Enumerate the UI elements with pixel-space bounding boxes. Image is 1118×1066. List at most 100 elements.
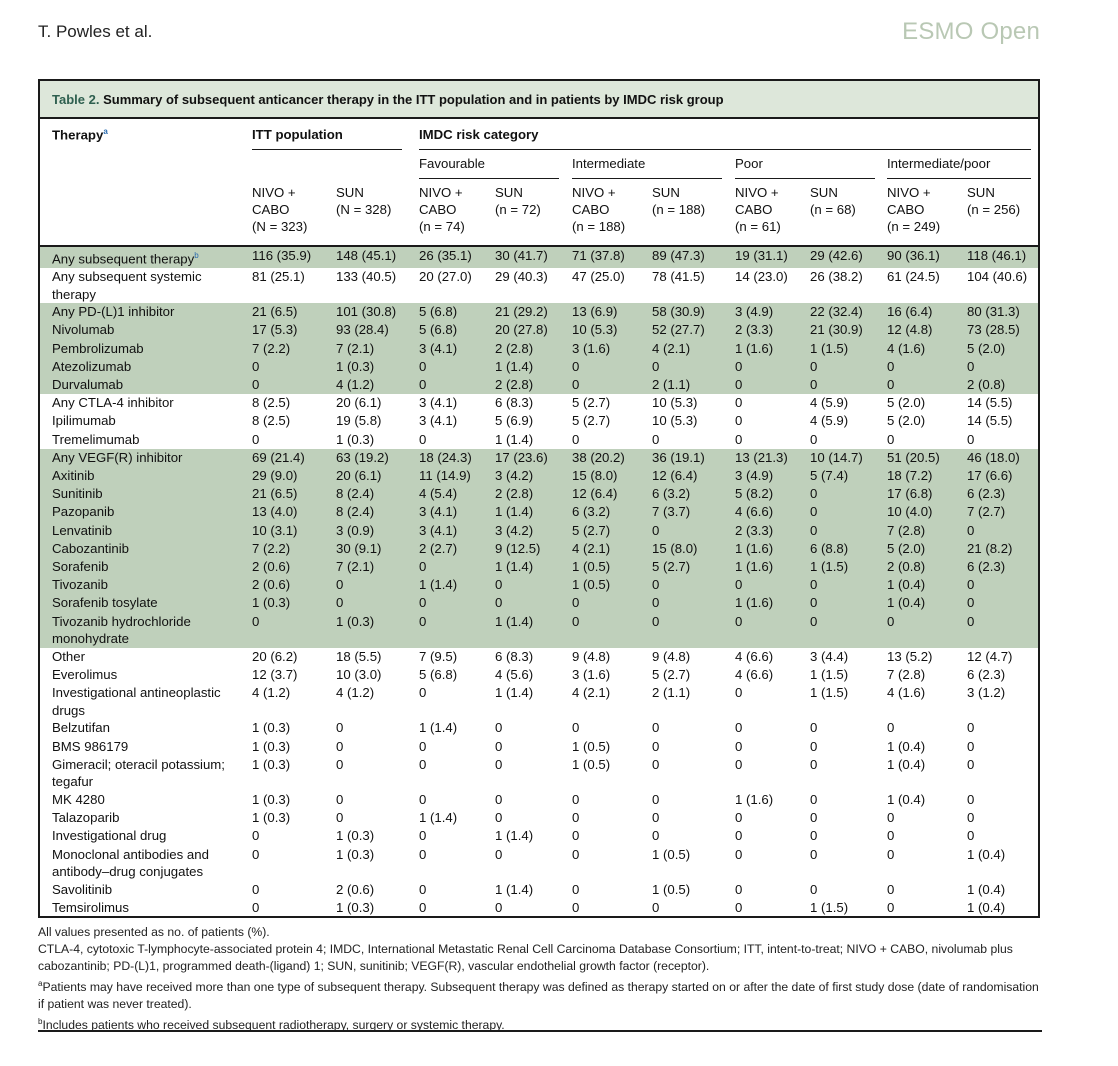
cell-value: 30 (41.7) (495, 247, 572, 268)
cell-value: 36 (19.1) (652, 448, 735, 467)
col-itt-sun: SUN (N = 328) (336, 185, 392, 217)
cell-value: 17 (5.3) (252, 321, 336, 340)
cell-value: 1 (0.5) (652, 846, 691, 862)
cell-value: 3 (1.6) (572, 667, 611, 683)
row-label: Sorafenib (40, 558, 252, 577)
cell-value: 10 (5.3) (652, 413, 698, 429)
cell-value: 8 (2.4) (336, 503, 419, 522)
cell-value: 5 (8.2) (735, 485, 810, 504)
cell-value: 29 (9.0) (252, 467, 336, 486)
cell-value: 0 (652, 756, 660, 772)
col-fav-nivo-cabo: NIVO + CABO (n = 74) (419, 185, 465, 234)
row-label: Any subsequent therapyb (40, 247, 252, 268)
cell-value: 0 (967, 576, 1038, 595)
row-label: Investigational antineoplastic drugs (52, 685, 221, 718)
cell-value: 6 (2.3) (967, 485, 1038, 504)
cell-value: 10 (14.7) (810, 448, 887, 467)
cell-value: 0 (810, 612, 887, 648)
cell-value: 0 (419, 881, 427, 897)
footnote-ref-a[interactable]: a (103, 127, 108, 136)
cell-value: 0 (495, 756, 503, 772)
subgroup-intermediate-poor: Intermediate/poor (887, 156, 991, 171)
cell-value: 6 (8.8) (810, 539, 887, 559)
footnote-ref-b[interactable]: b (194, 251, 199, 260)
cell-value: 0 (652, 612, 735, 648)
cell-value: 0 (967, 810, 975, 826)
cell-value: 1 (1.4) (495, 828, 534, 844)
cell-value: 17 (23.6) (495, 448, 572, 467)
cell-value: 2 (2.8) (495, 339, 572, 358)
cell-value: 0 (419, 594, 495, 613)
cell-value: 0 (572, 612, 652, 648)
cell-value: 4 (6.6) (735, 648, 774, 664)
table-row: Cabozantinib 7 (2.2) 30 (9.1) 2 (2.7) 9 (12.… (40, 539, 1038, 559)
cell-value: 0 (495, 576, 572, 595)
row-label: Durvalumab (40, 375, 252, 395)
cell-value: 1 (1.4) (419, 810, 458, 826)
cell-value: 8 (2.5) (252, 413, 291, 429)
cell-value: 18 (7.2) (887, 467, 967, 486)
row-label: BMS 986179 (52, 738, 129, 754)
cell-value: 0 (967, 521, 1038, 540)
row-label: Pembrolizumab (40, 339, 252, 358)
intermediate-poor-rule (887, 178, 1031, 179)
cell-value: 0 (652, 828, 660, 844)
cell-value: 0 (967, 594, 1038, 613)
table-row: Tivozanib 2 (0.6) 0 1 (1.4) 0 1 (0.5) 0 0 0 1 (0.… (40, 576, 1038, 595)
cell-value: 58 (30.9) (652, 303, 735, 322)
cell-value: 4 (2.1) (572, 685, 611, 701)
col-int-nivo-cabo: NIVO + CABO (n = 188) (572, 185, 626, 234)
cell-value: 1 (0.4) (967, 846, 1006, 862)
cell-value: 1 (1.4) (419, 720, 458, 736)
cell-value: 0 (887, 375, 967, 395)
cell-value: 0 (419, 357, 495, 376)
cell-value: 0 (336, 756, 344, 772)
cell-value: 0 (810, 521, 887, 540)
cell-value: 0 (810, 485, 887, 504)
table-row: MK 4280 1 (0.3) 0 0 0 0 0 1 (1.6) 0 1 (0.4) 0 (40, 791, 1038, 809)
cell-value: 0 (652, 792, 660, 807)
cell-value: 21 (6.5) (252, 303, 336, 322)
cell-value: 13 (6.9) (572, 303, 652, 322)
cell-value: 5 (2.7) (572, 521, 652, 540)
data-table: Any subsequent therapyb 116 (35.9) 148 (45… (40, 247, 1038, 916)
cell-value: 1 (0.3) (252, 594, 336, 613)
subgroup-poor: Poor (735, 156, 763, 171)
cell-value: 8 (2.4) (336, 485, 419, 504)
cell-value: 0 (572, 594, 652, 613)
cell-value: 6 (2.3) (967, 667, 1006, 683)
cell-value: 10 (5.3) (572, 321, 652, 340)
cell-value: 14 (5.5) (967, 395, 1013, 411)
cell-value: 20 (6.1) (336, 467, 419, 486)
cell-value: 14 (23.0) (735, 268, 788, 284)
header-bottom-rule (40, 245, 1038, 247)
cell-value: 0 (810, 846, 818, 862)
cell-value: 1 (1.4) (495, 685, 534, 701)
cell-value: 0 (419, 846, 427, 862)
cell-value: 0 (887, 846, 895, 862)
cell-value: 0 (735, 720, 743, 736)
cell-value: 6 (8.3) (495, 395, 534, 411)
cell-value: 6 (2.3) (967, 558, 1038, 577)
row-label: Atezolizumab (40, 357, 252, 376)
cell-value: 0 (810, 756, 818, 772)
cell-value: 0 (572, 846, 580, 862)
col-poor-sun: SUN (n = 68) (810, 185, 856, 217)
cell-value: 0 (652, 431, 660, 447)
row-label: MK 4280 (52, 792, 105, 807)
cell-value: 0 (735, 612, 810, 648)
cell-value: 3 (4.1) (419, 521, 495, 540)
cell-value: 7 (2.2) (252, 339, 336, 358)
cell-value: 1 (1.6) (735, 792, 774, 807)
cell-value: 7 (2.1) (336, 339, 419, 358)
col-fav-sun: SUN (n = 72) (495, 185, 541, 217)
cell-value: 0 (735, 900, 743, 915)
table-row: Sorafenib tosylate 1 (0.3) 0 0 0 0 0 1 (1.6) 0 1 … (40, 594, 1038, 613)
cell-value: 1 (0.3) (252, 810, 291, 826)
cell-value: 0 (735, 413, 743, 429)
cell-value: 1 (1.4) (495, 558, 572, 577)
cell-value: 7 (2.1) (336, 558, 419, 577)
cell-value: 4 (6.6) (735, 503, 810, 522)
cell-value: 7 (9.5) (419, 648, 458, 664)
cell-value: 2 (2.8) (495, 485, 572, 504)
